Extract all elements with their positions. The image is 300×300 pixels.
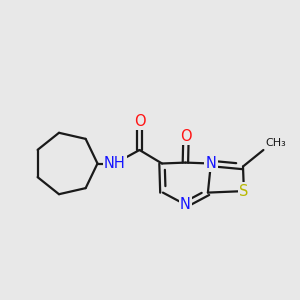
Text: O: O xyxy=(134,114,145,129)
Text: N: N xyxy=(206,156,216,171)
Text: N: N xyxy=(180,197,191,212)
Text: NH: NH xyxy=(104,156,126,171)
Text: CH₃: CH₃ xyxy=(265,138,286,148)
Text: S: S xyxy=(239,184,249,199)
Text: O: O xyxy=(180,129,192,144)
